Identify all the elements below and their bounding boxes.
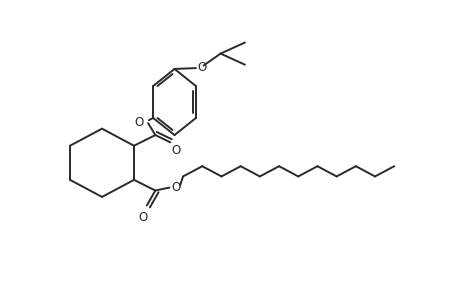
Text: O: O [139,211,148,224]
Text: O: O [134,116,143,129]
Text: O: O [197,61,207,74]
Text: O: O [171,145,180,158]
Text: O: O [171,181,180,194]
